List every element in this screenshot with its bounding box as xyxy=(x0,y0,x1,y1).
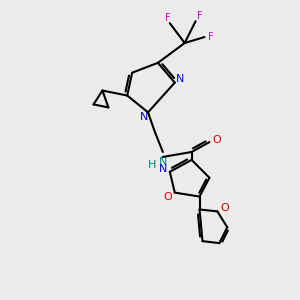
Text: O: O xyxy=(220,203,229,214)
Text: F: F xyxy=(208,32,213,42)
Text: F: F xyxy=(197,11,202,21)
Text: O: O xyxy=(164,192,172,202)
Text: N: N xyxy=(159,157,167,167)
Text: O: O xyxy=(212,135,221,145)
Text: N: N xyxy=(176,74,184,84)
Text: F: F xyxy=(165,13,171,23)
Text: N: N xyxy=(140,112,148,122)
Text: N: N xyxy=(159,164,167,174)
Text: H: H xyxy=(148,160,156,170)
